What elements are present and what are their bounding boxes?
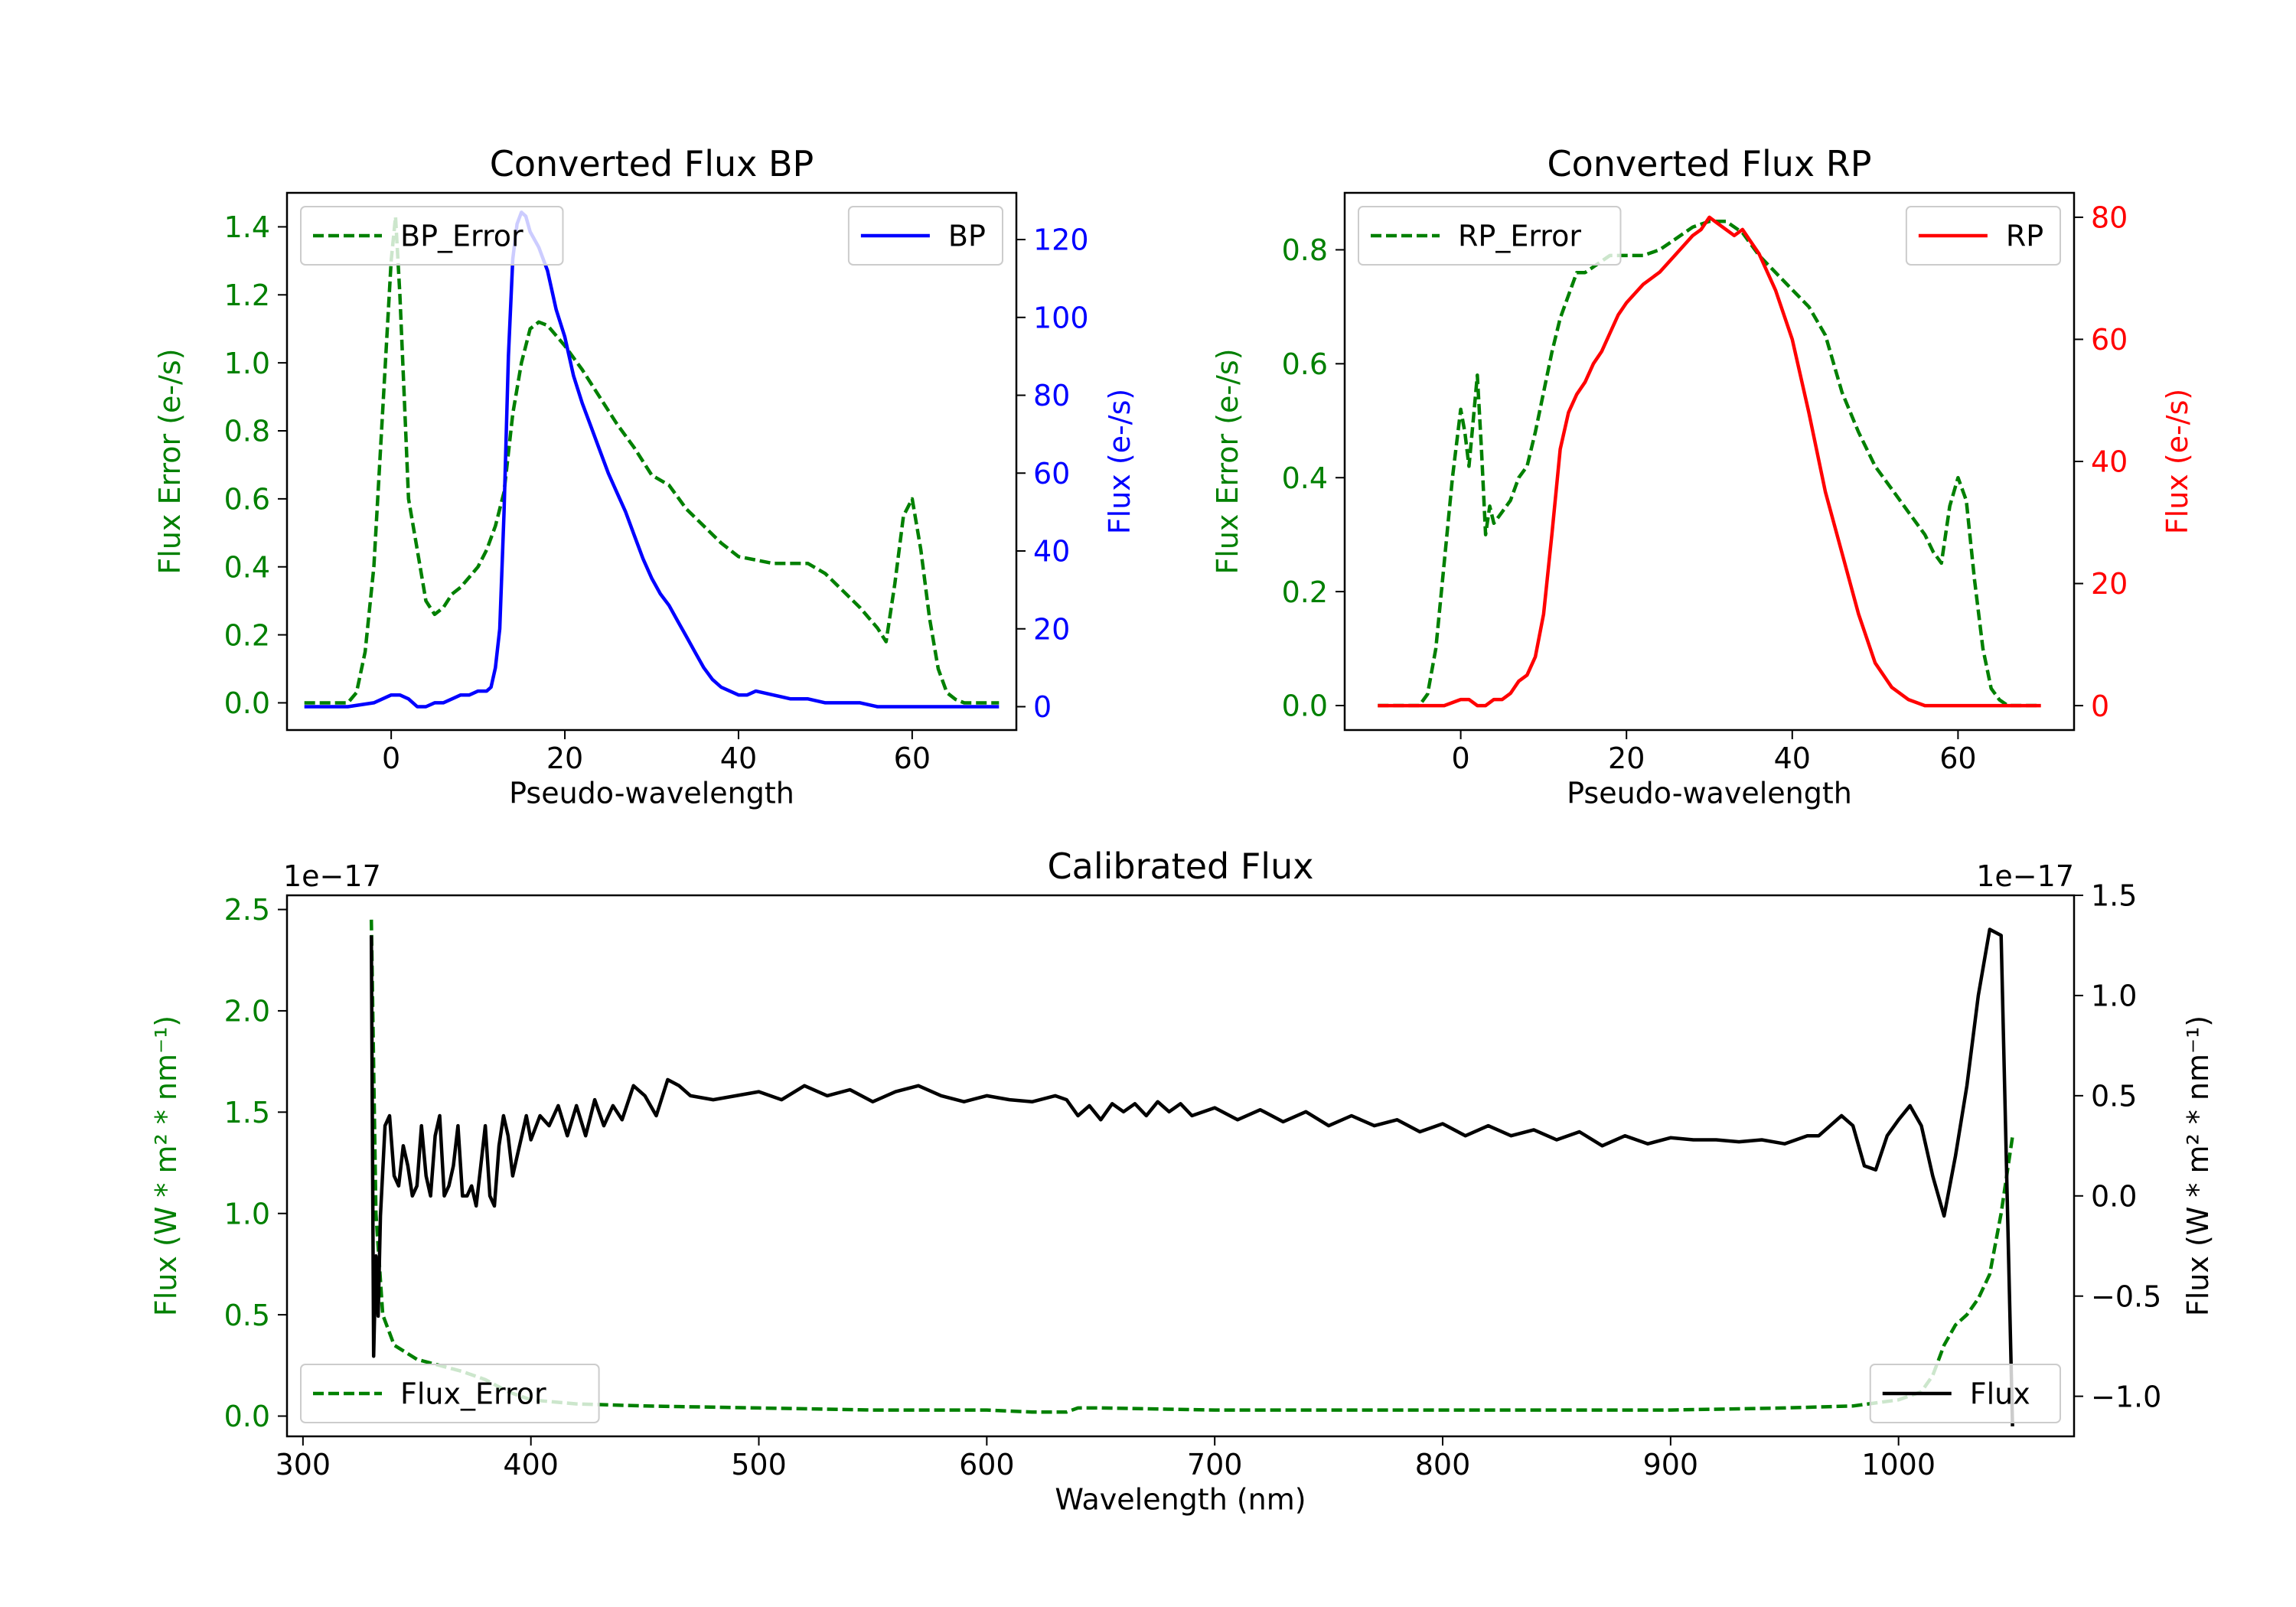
rp-x-tick-label: 40 — [1774, 742, 1811, 775]
rp-title: Converted Flux RP — [1548, 143, 1872, 184]
bp-x-tick-label: 0 — [382, 742, 400, 775]
cal-legend-flux-error-label: Flux_Error — [400, 1377, 546, 1411]
bp-y-left-tick-label: 1.4 — [224, 210, 270, 244]
bp-y-right-tick-label: 100 — [1033, 301, 1089, 334]
rp-x-tick-label: 20 — [1608, 742, 1645, 775]
cal-legend-flux-error: Flux_Error — [300, 1364, 600, 1423]
bp-y-left-tick-label: 0.0 — [224, 686, 270, 720]
cal-legend-flux-error-box — [300, 1364, 600, 1423]
bp-axes-frame — [285, 191, 1018, 732]
bp-series-bp — [304, 210, 1000, 709]
rp-x-tick-label: 0 — [1452, 742, 1470, 775]
rp-legend-rp-error-label: RP_Error — [1458, 220, 1581, 253]
cal-chart: 300 400 500 600 700 800 900 1000 Wavelength (nm)… — [149, 846, 2215, 1517]
cal-y-left-tick-label: 2.0 — [224, 995, 270, 1028]
bp-x-tick-label: 60 — [894, 742, 931, 775]
cal-y-left-tick-label: 1.0 — [224, 1197, 270, 1231]
cal-y-right-tick-label: −1.0 — [2091, 1380, 2161, 1413]
rp-x-axis-label: Pseudo-wavelength — [1567, 777, 1852, 810]
bp-y-right-tick-label: 80 — [1033, 379, 1070, 412]
rp-series-rp — [1378, 215, 2041, 708]
cal-offset-left: 1e−17 — [283, 859, 381, 893]
bp-title: Converted Flux BP — [490, 143, 814, 184]
bp-y-right-tick-label: 120 — [1033, 223, 1089, 257]
cal-y-left-tick-label: 0.5 — [224, 1299, 270, 1332]
rp-chart: 0 20 40 60 Pseudo-wavelength 0.0 0.2 0.4 0.6 0.8 0… — [1211, 143, 2194, 810]
cal-y-right-tick-label: 1.5 — [2091, 879, 2137, 913]
cal-x-tick-label: 300 — [276, 1448, 331, 1482]
cal-offset-right: 1e−17 — [1976, 859, 2074, 893]
bp-legend-bp: BP — [847, 206, 1003, 266]
rp-y-left-tick-label: 0.6 — [1282, 347, 1328, 381]
rp-legend-rp: RP — [1905, 206, 2061, 266]
cal-title: Calibrated Flux — [1048, 846, 1314, 887]
cal-y-right-tick-label: 0.0 — [2091, 1179, 2137, 1213]
bp-x-tick-label: 40 — [720, 742, 757, 775]
bp-y-left-tick-label: 0.4 — [224, 550, 270, 584]
bp-y-right-tick-label: 20 — [1033, 612, 1070, 646]
bp-y-right-tick-label: 60 — [1033, 457, 1070, 491]
cal-y-left-tick-label: 1.5 — [224, 1096, 270, 1129]
cal-y-left-tick-label: 0.0 — [224, 1400, 270, 1433]
rp-y-right-tick-label: 0 — [2091, 689, 2109, 723]
cal-axes-frame — [285, 894, 2076, 1438]
bp-chart: 0 20 40 60 Pseudo-wavelength 0.0 0.2 0.4 0.6 0.8 1… — [153, 143, 1137, 810]
rp-y-right-tick-label: 20 — [2091, 567, 2128, 601]
rp-y-right-tick-label: 80 — [2091, 201, 2128, 235]
cal-x-tick-label: 500 — [731, 1448, 787, 1482]
cal-y-right-tick-label: 1.0 — [2091, 980, 2137, 1013]
bp-y-left-tick-label: 0.6 — [224, 483, 270, 517]
cal-series-flux — [369, 927, 2014, 1426]
bp-legend-bp-error: BP_Error — [300, 206, 564, 266]
bp-x-tick-label: 20 — [546, 742, 583, 775]
bp-series-bp-error — [304, 214, 1000, 705]
rp-y-left-axis-label: Flux Error (e-/s) — [1211, 348, 1244, 574]
cal-x-axis-label: Wavelength (nm) — [1055, 1483, 1306, 1517]
rp-y-left-tick-label: 0.0 — [1282, 689, 1328, 723]
rp-y-right-tick-label: 40 — [2091, 445, 2128, 479]
cal-y-left-axis-label: Flux (W * m² * nm⁻¹) — [149, 1015, 183, 1316]
rp-legend-rp-error: RP_Error — [1358, 206, 1622, 266]
cal-y-right-axis-label: Flux (W * m² * nm⁻¹) — [2181, 1015, 2215, 1316]
bp-x-axis-label: Pseudo-wavelength — [509, 777, 794, 810]
rp-legend-rp-error-box — [1358, 206, 1622, 266]
bp-legend-bp-error-label: BP_Error — [400, 220, 523, 253]
cal-legend-flux: Flux — [1869, 1364, 2062, 1423]
bp-y-right-axis-label: Flux (e-/s) — [1103, 389, 1137, 534]
bp-y-left-axis-label: Flux Error (e-/s) — [153, 348, 187, 574]
bp-legend-bp-label: BP — [948, 220, 986, 253]
bp-y-right-tick-label: 0 — [1033, 690, 1052, 724]
bp-y-right-tick-label: 40 — [1033, 535, 1070, 569]
bp-legend-bp-error-box — [300, 206, 564, 266]
rp-y-left-tick-label: 0.4 — [1282, 461, 1328, 495]
rp-x-tick-label: 60 — [1939, 742, 1976, 775]
bp-y-left-tick-label: 1.2 — [224, 279, 270, 312]
rp-y-left-tick-label: 0.2 — [1282, 575, 1328, 609]
cal-x-tick-label: 400 — [503, 1448, 559, 1482]
rp-y-right-tick-label: 60 — [2091, 323, 2128, 357]
rp-series-rp-error — [1378, 219, 2041, 708]
cal-x-tick-label: 900 — [1643, 1448, 1699, 1482]
bp-y-left-tick-label: 1.0 — [224, 347, 270, 380]
cal-x-tick-label: 700 — [1187, 1448, 1243, 1482]
cal-y-right-tick-label: 0.5 — [2091, 1080, 2137, 1113]
cal-x-tick-label: 800 — [1415, 1448, 1471, 1482]
cal-legend-flux-label: Flux — [1970, 1377, 2030, 1411]
cal-legend-flux-box — [1869, 1364, 2062, 1423]
bp-y-left-tick-label: 0.2 — [224, 618, 270, 652]
cal-x-tick-label: 600 — [959, 1448, 1015, 1482]
cal-y-left-tick-label: 2.5 — [224, 893, 270, 927]
bp-y-left-tick-label: 0.8 — [224, 415, 270, 448]
cal-x-tick-label: 1000 — [1861, 1448, 1936, 1482]
rp-legend-rp-label: RP — [2006, 220, 2043, 253]
rp-y-right-axis-label: Flux (e-/s) — [2161, 389, 2194, 534]
rp-y-left-tick-label: 0.8 — [1282, 233, 1328, 267]
cal-y-right-tick-label: −0.5 — [2091, 1279, 2161, 1313]
